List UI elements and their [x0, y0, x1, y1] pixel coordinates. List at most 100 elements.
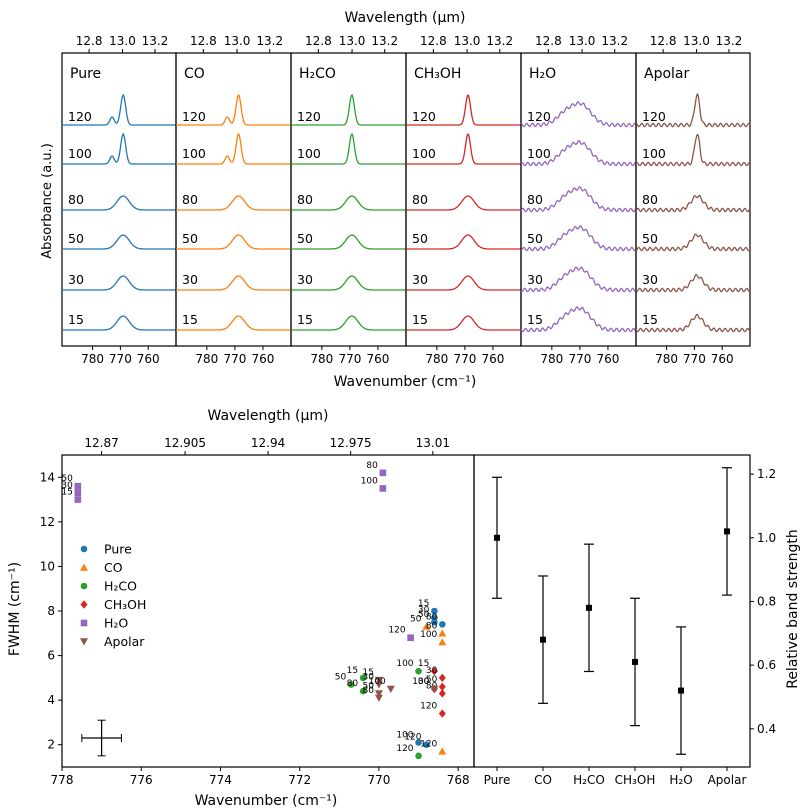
legend-marker [80, 600, 88, 609]
spectrum-line [62, 132, 176, 165]
point-label: 15 [61, 488, 72, 498]
spectrum-line [406, 195, 521, 211]
spectrum-line [176, 195, 291, 211]
fwhm-xlabel: Wavenumber (cm⁻¹) [195, 793, 338, 809]
spectra-top-tick-label: 13.0 [339, 34, 366, 48]
spectrum-line [635, 313, 751, 333]
spectrum-line [520, 140, 636, 167]
point-label: 100 [369, 677, 386, 687]
spectrum-line [520, 101, 637, 128]
temperature-label: 50 [68, 231, 84, 246]
data-point [415, 739, 422, 746]
fwhm-x-tick-label: 772 [288, 773, 311, 787]
temperature-label: 30 [182, 272, 198, 287]
data-point [438, 689, 446, 698]
spectra-x-tick-label: 760 [366, 352, 389, 366]
point-label: 30 [362, 673, 374, 683]
fwhm-top-tick-label: 12.87 [84, 436, 118, 450]
temperature-label: 80 [68, 192, 84, 207]
band-ylabel: Relative band strength [785, 529, 801, 689]
point-label: 30 [426, 666, 438, 676]
temperature-label: 50 [642, 231, 658, 246]
fwhm-y-tick-label: 10 [40, 559, 55, 573]
temperature-label: 120 [68, 109, 92, 124]
fwhm-y-tick-label: 6 [47, 649, 55, 663]
spectra-x-tick-label: 770 [109, 352, 132, 366]
data-point [74, 496, 82, 503]
band-category-label: Apolar [708, 773, 747, 787]
spectrum-line [520, 225, 637, 252]
point-label: 80 [362, 686, 374, 696]
spectrum-line [520, 306, 637, 333]
spectra-panels: Pure 780 770 760 12.8 13.0 13.2 120 100 80 50 30 15 C… [61, 34, 751, 366]
point-label: 50 [426, 675, 438, 685]
point-label: 50 [362, 681, 374, 691]
legend-marker [80, 563, 88, 571]
point-label: 50 [410, 615, 422, 625]
data-point [359, 687, 367, 695]
spectra-top-tick-label: 13.2 [256, 34, 283, 48]
fwhm-top-tick-label: 13.01 [416, 436, 450, 450]
band-y-tick-label: 0.4 [757, 722, 776, 736]
data-point [374, 690, 383, 698]
spectra-top-title: Wavelength (μm) [345, 10, 466, 26]
data-point [74, 482, 82, 490]
data-point [74, 489, 82, 497]
band-y-tick-label: 1.0 [757, 531, 776, 545]
temperature-label: 30 [412, 272, 428, 287]
spectrum-line [291, 234, 406, 250]
fwhm-top-tick-label: 12.905 [164, 436, 206, 450]
legend-marker [80, 582, 88, 590]
data-point [359, 674, 367, 682]
band-point [540, 636, 546, 643]
data-point [386, 685, 395, 693]
temperature-label: 15 [182, 312, 198, 327]
fwhm-x-tick-label: 770 [367, 773, 390, 787]
temperature-label: 120 [527, 109, 551, 124]
fwhm-y-tick-label: 2 [47, 738, 55, 752]
temperature-label: 15 [412, 312, 428, 327]
spectrum-line [635, 93, 751, 128]
legend-label: CO [104, 560, 123, 575]
point-label: 15 [362, 668, 373, 678]
spectra-top-tick-label: 13.0 [454, 34, 481, 48]
legend-marker [80, 545, 88, 553]
fwhm-y-tick-label: 8 [47, 604, 55, 618]
spectrum-line [406, 133, 521, 165]
legend-label: H₂O [104, 616, 128, 631]
spectra-top-tick-label: 12.8 [650, 34, 677, 48]
spectra-top-tick-label: 13.2 [601, 34, 628, 48]
point-label: 80 [347, 679, 359, 689]
temperature-label: 100 [297, 146, 321, 161]
spectra-x-tick-label: 780 [81, 352, 104, 366]
point-label: 100 [396, 730, 413, 740]
spectra-x-tick-label: 780 [310, 352, 333, 366]
spectrum-line [291, 195, 406, 211]
data-point [438, 709, 446, 718]
spectra-x-tick-label: 770 [223, 352, 246, 366]
spectrum-line [291, 132, 406, 165]
band-point [632, 658, 638, 665]
data-point [431, 618, 438, 626]
point-label: 15 [418, 599, 429, 609]
spectra-x-tick-label: 760 [596, 352, 619, 366]
band-category-label: CO [534, 773, 552, 787]
spectrum-line [62, 93, 176, 126]
spectra-x-tick-label: 760 [251, 352, 274, 366]
spectra-top-tick-label: 12.8 [535, 34, 562, 48]
fwhm-y-tick-label: 12 [40, 515, 55, 529]
spectra-top-tick-label: 13.0 [683, 34, 710, 48]
fwhm-y-tick-label: 14 [40, 470, 55, 484]
spectrum-line [176, 315, 291, 331]
fwhm-x-tick-label: 776 [130, 773, 153, 787]
spectrum-line [176, 234, 291, 250]
spectra-panel-title: CO [184, 66, 205, 82]
data-point [438, 747, 447, 755]
spectra-top-tick-label: 13.2 [142, 34, 169, 48]
data-point [430, 666, 438, 676]
spectrum-line [176, 93, 291, 126]
temperature-label: 100 [182, 146, 206, 161]
legend-label: Pure [104, 542, 132, 557]
spectra-panel-title: H₂CO [299, 66, 336, 82]
